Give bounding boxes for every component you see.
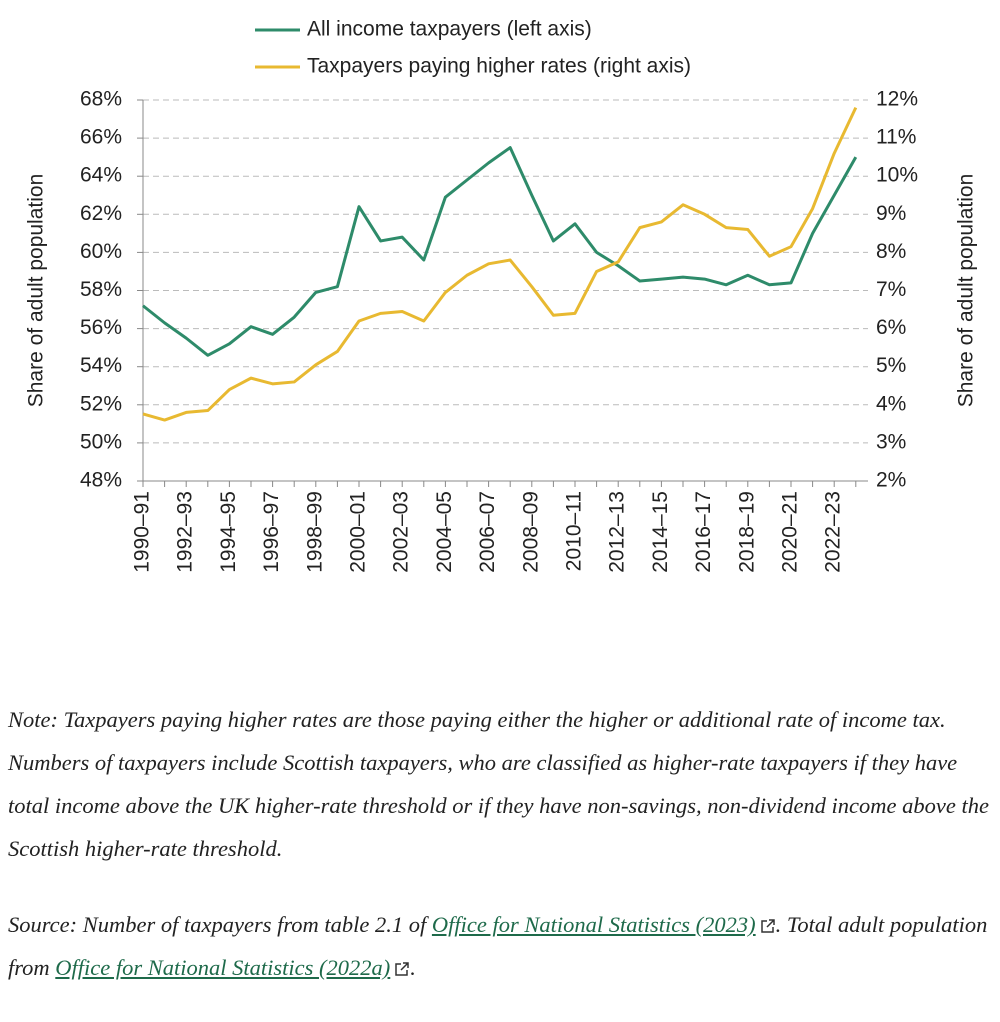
chart: 48% 50% 52% 54% 56% 58% 60% 62% 64% 66% 68% 2% 3% 4% 5… (25, 18, 978, 573)
external-icon (395, 962, 410, 976)
y-tick-label: 64% (80, 164, 122, 187)
x-tick-label: 2018–19 (735, 491, 758, 573)
external-icon (760, 919, 775, 933)
x-tick-label: 1998–99 (303, 491, 326, 573)
legend-label: All income taxpayers (left axis) (307, 18, 592, 41)
x-tick-label: 2010–11 (563, 491, 586, 571)
y2-axis-title: Share of adult population (955, 174, 978, 408)
y-tick-label: 62% (80, 202, 122, 225)
x-tick-label: 2006–07 (476, 491, 499, 573)
y2-tick-label: 7% (876, 278, 906, 301)
source-text: Source: Number of taxpayers from table 2… (8, 903, 993, 989)
x-tick-label: 2020–21 (779, 491, 802, 573)
y2-tick-label: 11% (876, 126, 916, 149)
source-link[interactable]: Office for National Statistics (2022a) (55, 955, 391, 980)
notes: Note: Taxpayers paying higher rates are … (8, 698, 993, 1022)
y-axis-title: Share of adult population (25, 174, 48, 408)
y-tick-label: 54% (80, 354, 122, 377)
series-line (142, 146, 858, 357)
note-text: Note: Taxpayers paying higher rates are … (8, 707, 989, 861)
x-tick-label: 2016–17 (692, 491, 715, 573)
x-tick-label: 2012–13 (606, 491, 629, 573)
y-tick-label: 50% (80, 430, 122, 453)
y-tick-label: 58% (80, 278, 122, 301)
x-tick-label: 2022–23 (822, 491, 845, 573)
x-tick-label: 2004–05 (433, 491, 456, 573)
y2-tick-label: 5% (876, 354, 906, 377)
source-suffix: . (410, 955, 416, 980)
y2-tick-label: 10% (876, 164, 918, 187)
y2-tick-label: 6% (876, 316, 906, 339)
x-tick-label: 2008–09 (519, 491, 542, 573)
legend-label: Taxpayers paying higher rates (right axi… (307, 55, 691, 78)
y2-tick-label: 12% (876, 88, 918, 111)
y2-tick-label: 4% (876, 392, 906, 415)
y-tick-label: 66% (80, 126, 122, 149)
x-tick-label: 2014–15 (649, 491, 672, 573)
x-tick-label: 1992–93 (174, 491, 197, 573)
x-tick-label: 2000–01 (347, 491, 370, 573)
x-tick-label: 1994–95 (217, 491, 240, 573)
y2-tick-label: 3% (876, 430, 906, 453)
x-tick-label: 1996–97 (260, 491, 283, 573)
source-middle: . Total adult population from (8, 912, 988, 980)
y-tick-label: 48% (80, 469, 122, 492)
y2-tick-label: 2% (876, 469, 906, 492)
y-tick-label: 56% (80, 316, 122, 339)
x-tick-label: 1990–91 (131, 491, 154, 573)
y2-tick-label: 9% (876, 202, 906, 225)
y-tick-label: 68% (80, 88, 122, 111)
source-link[interactable]: Office for National Statistics (2023) (431, 912, 756, 937)
y-tick-label: 52% (80, 392, 122, 415)
y-tick-label: 60% (80, 240, 122, 263)
series-line (142, 106, 858, 422)
page: 48% 50% 52% 54% 56% 58% 60% 62% 64% 66% 68% 2% 3% 4% 5… (8, 17, 989, 980)
y2-tick-label: 8% (876, 240, 906, 263)
x-tick-label: 2002–03 (390, 491, 413, 573)
source-prefix: Source: Number of taxpayers from table 2… (8, 912, 432, 937)
